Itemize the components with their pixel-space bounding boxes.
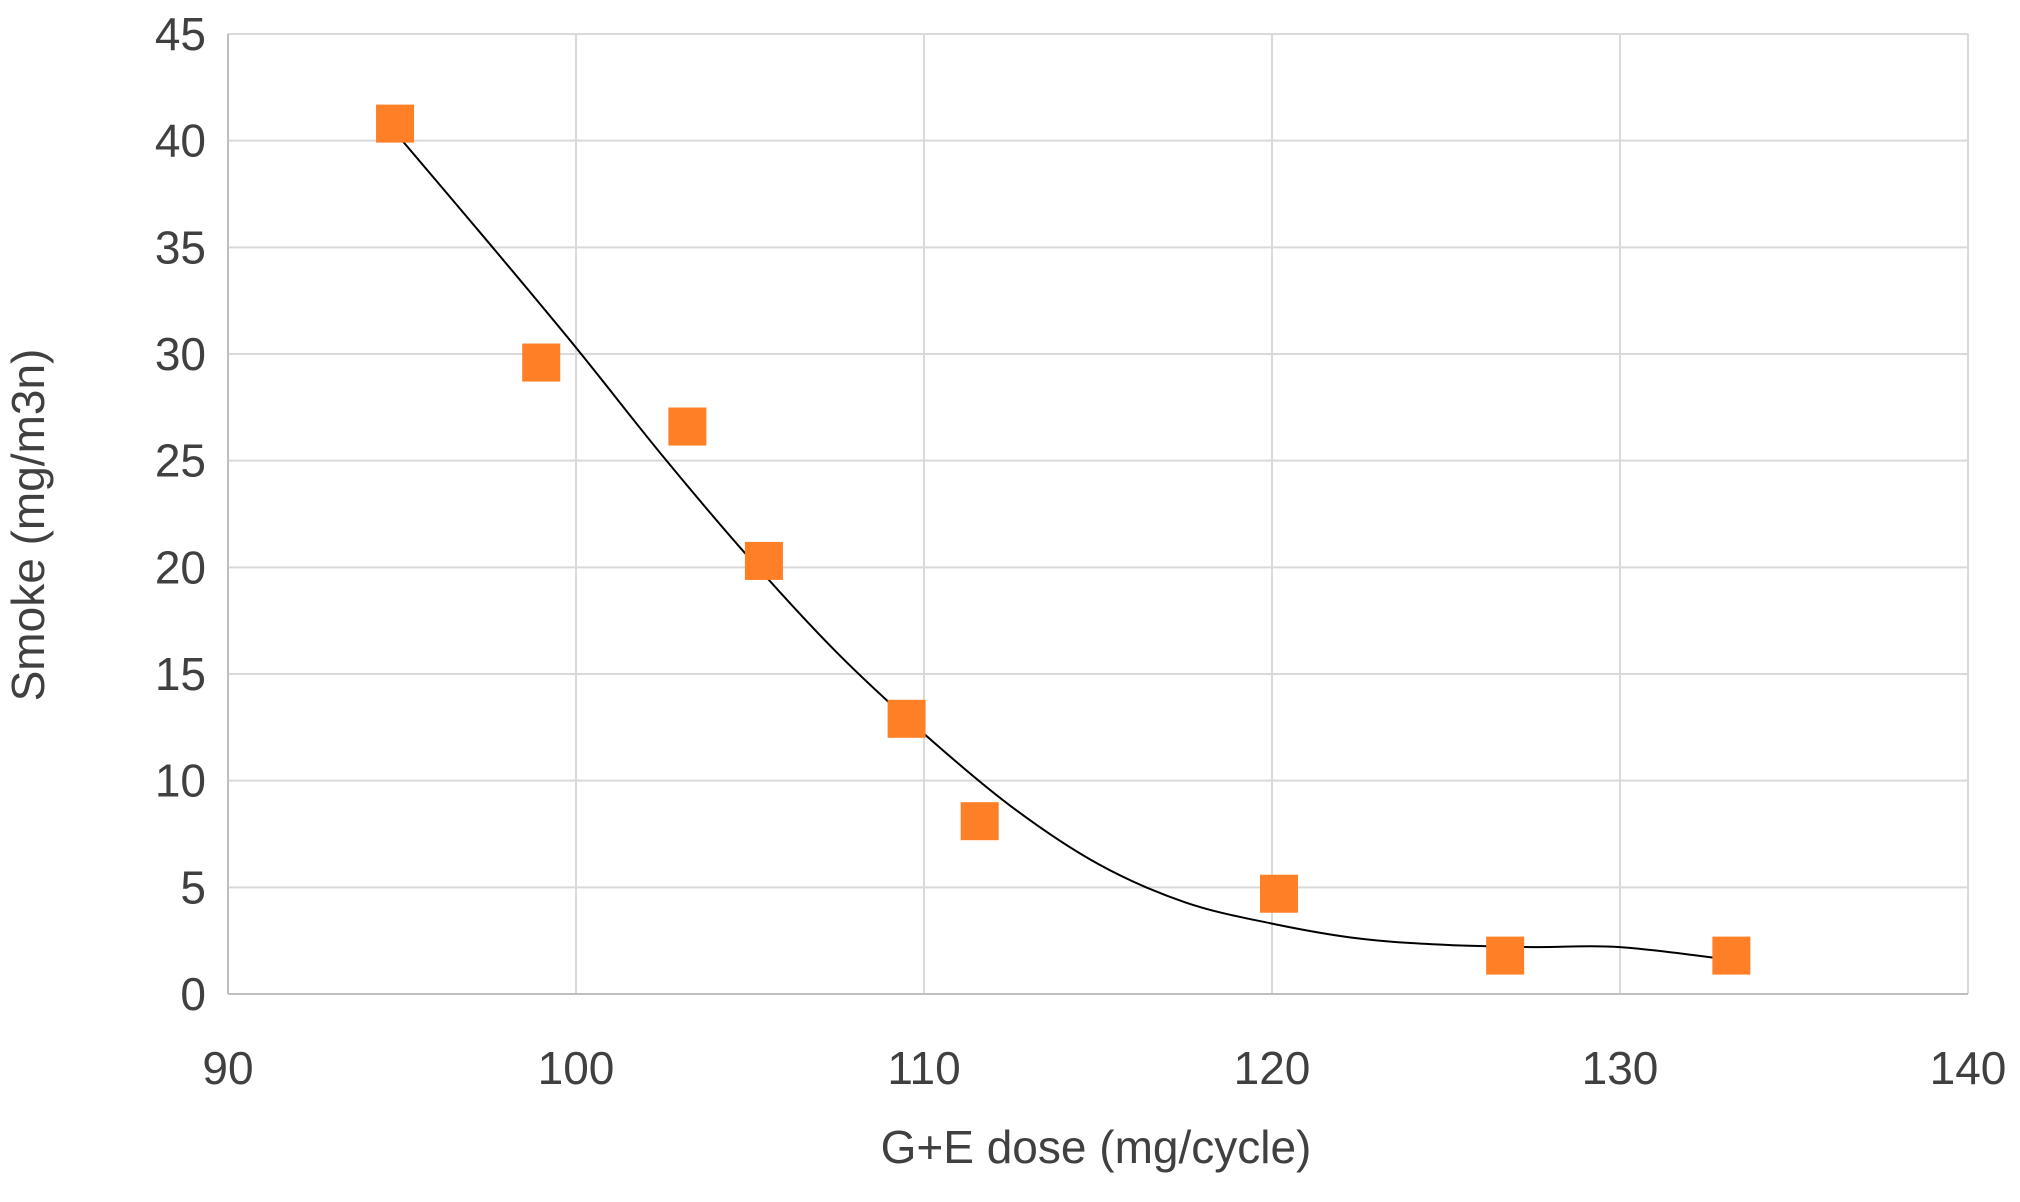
data-point-marker xyxy=(376,104,415,143)
data-point-marker xyxy=(887,699,926,738)
y-axis-title: Smoke (mg/m3n) xyxy=(2,349,54,702)
grid xyxy=(228,33,1969,994)
x-tick-label: 90 xyxy=(202,1042,253,1094)
data-point-marker xyxy=(960,802,999,841)
data-point-marker xyxy=(1486,936,1525,975)
y-tick-label: 5 xyxy=(180,861,206,913)
data-point-marker xyxy=(1712,936,1751,975)
y-tick-label: 10 xyxy=(155,755,206,807)
axes xyxy=(227,34,1968,995)
x-tick-label: 100 xyxy=(538,1042,615,1094)
tick-labels: 0 5 10 15 20 25 30 35 40 45 90 100 110 120 130 140 xyxy=(155,8,2007,1094)
y-tick-label: 35 xyxy=(155,221,206,273)
y-tick-label: 40 xyxy=(155,115,206,167)
x-tick-label: 130 xyxy=(1582,1042,1659,1094)
data-point-marker xyxy=(744,541,783,580)
y-tick-label: 15 xyxy=(155,648,206,700)
data-point-marker xyxy=(1259,874,1298,913)
data-point-marker xyxy=(522,343,561,382)
x-tick-label: 120 xyxy=(1234,1042,1311,1094)
y-tick-label: 0 xyxy=(180,968,206,1020)
data-points xyxy=(376,104,1751,975)
x-tick-label: 140 xyxy=(1930,1042,2007,1094)
trendline-layer xyxy=(394,131,1732,961)
trendline xyxy=(394,131,1732,961)
x-axis-title: G+E dose (mg/cycle) xyxy=(881,1121,1312,1173)
y-tick-label: 30 xyxy=(155,328,206,380)
y-tick-label: 25 xyxy=(155,435,206,487)
data-point-marker xyxy=(668,407,707,446)
y-tick-label: 45 xyxy=(155,8,206,60)
x-tick-label: 110 xyxy=(887,1042,960,1094)
y-tick-label: 20 xyxy=(155,541,206,593)
